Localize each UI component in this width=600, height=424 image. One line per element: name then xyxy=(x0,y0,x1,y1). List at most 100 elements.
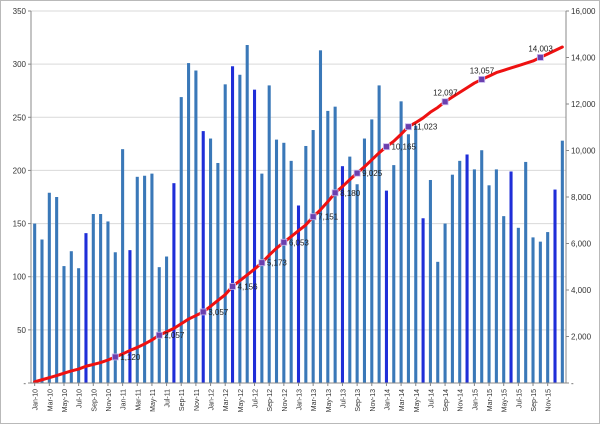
bar xyxy=(47,192,51,383)
data-label: 14,003 xyxy=(528,44,553,53)
bar xyxy=(487,185,491,383)
bar xyxy=(55,197,59,383)
x-tick-label: Jan-10 xyxy=(33,389,40,411)
y-tick-label: 150 xyxy=(13,220,27,229)
line-marker xyxy=(383,143,390,151)
x-tick-label: Jul-11 xyxy=(165,389,172,408)
line-marker xyxy=(229,282,236,290)
x-tick-label: Mar-10 xyxy=(47,389,54,411)
bar xyxy=(150,173,154,383)
y2-tick-label: 14,000 xyxy=(571,54,596,63)
bar xyxy=(443,223,447,383)
bar xyxy=(524,161,528,383)
y2-tick-label: 6,000 xyxy=(571,240,592,249)
x-tick-label: Nov-11 xyxy=(194,389,201,411)
x-tick-label: Nov-14 xyxy=(458,389,465,412)
x-tick-label: Nov-15 xyxy=(546,389,553,412)
line-marker xyxy=(478,76,486,83)
y2-tick-label: 12,000 xyxy=(571,100,596,109)
bar xyxy=(223,84,227,383)
bar xyxy=(157,267,161,383)
bar xyxy=(99,214,103,383)
bar xyxy=(62,266,66,383)
x-tick-label: Sep-10 xyxy=(91,389,98,412)
bar xyxy=(553,189,557,383)
y2-tick-label: 2,000 xyxy=(571,333,592,342)
bar xyxy=(472,169,476,383)
bar xyxy=(311,130,315,383)
line-marker xyxy=(353,169,361,177)
bar xyxy=(480,150,484,383)
bar xyxy=(384,190,388,383)
bar xyxy=(238,74,242,384)
bar xyxy=(370,119,374,383)
bar xyxy=(333,106,337,383)
data-label: 10,165 xyxy=(391,143,416,152)
x-tick-label: Mar-13 xyxy=(311,389,318,411)
y-axis-left: - 50 100 150 200 250 300 350 xyxy=(13,7,31,388)
line-marker xyxy=(405,123,412,131)
data-label: 9,025 xyxy=(362,169,383,178)
bar xyxy=(282,142,286,383)
x-tick-label: Jul-12 xyxy=(253,389,260,408)
x-tick-label: Jul-15 xyxy=(516,389,523,408)
bar xyxy=(33,223,37,383)
bar xyxy=(546,232,550,383)
data-label: 4,156 xyxy=(238,282,259,291)
bar xyxy=(135,176,139,383)
x-tick-label: Mar-12 xyxy=(223,389,230,411)
x-tick-label: Jan-14 xyxy=(384,389,391,411)
x-tick-label: Jan-11 xyxy=(121,389,128,410)
line-marker xyxy=(199,308,207,316)
x-tick-label: Mar-14 xyxy=(399,389,406,411)
bar xyxy=(296,205,301,383)
bar xyxy=(91,214,95,383)
x-tick-label: May-13 xyxy=(326,389,333,412)
bar xyxy=(538,241,542,383)
x-tick-label: May-10 xyxy=(62,389,69,412)
x-tick-label: Sep-14 xyxy=(443,389,450,412)
y-tick-label: - xyxy=(23,379,26,388)
line-marker xyxy=(331,189,339,197)
bar xyxy=(165,256,169,383)
line-marker xyxy=(258,259,266,267)
data-label: 13,057 xyxy=(470,66,495,75)
line-marker xyxy=(309,213,317,221)
line-marker xyxy=(111,353,119,361)
bar xyxy=(274,139,279,383)
marker-series: 1,120 2,057 3,057 4,156 5,173 6,053 7,151 8,180… xyxy=(111,44,553,362)
bar xyxy=(172,183,176,383)
bar xyxy=(40,239,44,383)
bar xyxy=(260,173,264,383)
x-tick-label: Sep-12 xyxy=(267,389,274,412)
x-tick-label: May-15 xyxy=(502,389,509,412)
bar xyxy=(245,45,249,383)
x-tick-label: Sep-15 xyxy=(531,389,538,412)
x-tick-label: May-11 xyxy=(150,389,157,412)
y-tick-label: 300 xyxy=(13,60,27,69)
line-marker xyxy=(280,238,288,246)
bar xyxy=(128,250,132,383)
y2-tick-label: - xyxy=(571,379,574,388)
bar xyxy=(348,156,352,383)
data-label: 12,097 xyxy=(433,89,458,98)
x-tick-label: Jan-12 xyxy=(209,389,216,411)
bar xyxy=(436,261,440,383)
data-label: 7,151 xyxy=(318,213,339,222)
bar xyxy=(121,149,125,383)
bar xyxy=(318,50,323,383)
x-tick-label: May-14 xyxy=(414,389,421,412)
bar xyxy=(216,162,220,383)
x-tick-label: Sep-13 xyxy=(355,389,362,412)
x-axis: Jan-10 Mar-10 May-10 Jul-10 Sep-10 Nov-10 Jan-… xyxy=(33,383,553,412)
bar xyxy=(326,110,330,383)
x-tick-label: Mar-11 xyxy=(135,389,142,411)
bar xyxy=(231,66,235,384)
bar xyxy=(304,145,308,383)
y2-tick-label: 4,000 xyxy=(571,286,592,295)
y-tick-label: 200 xyxy=(13,166,27,175)
bar xyxy=(465,154,469,383)
bar xyxy=(531,237,535,383)
